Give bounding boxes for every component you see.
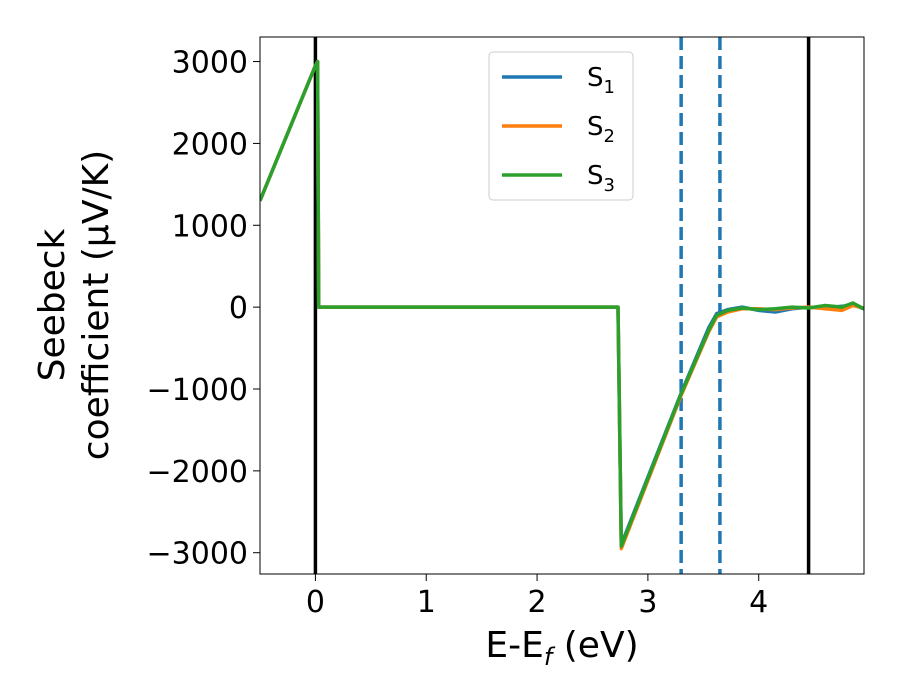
vertical-reference-lines bbox=[313, 37, 811, 574]
series-line-3 bbox=[260, 59, 864, 548]
x-tick-label: 4 bbox=[749, 585, 768, 620]
y-tick-label: −3000 bbox=[147, 537, 248, 572]
y-tick-label: 3000 bbox=[172, 46, 248, 81]
y-tick-label: 1000 bbox=[172, 209, 248, 244]
series-lines bbox=[260, 59, 864, 551]
legend-label-3: S3 bbox=[587, 161, 615, 196]
y-tick-label: −1000 bbox=[147, 373, 248, 408]
y-axis-ticks: 3000 2000 1000 0 −1000 −2000 −3000 bbox=[147, 46, 260, 572]
y-axis-label: Seebeck coefficient (μV/K) bbox=[32, 150, 117, 460]
y-tick-label: 0 bbox=[229, 291, 248, 326]
y-tick-label: −2000 bbox=[147, 455, 248, 490]
y-axis-label-line1: Seebeck bbox=[32, 228, 73, 381]
x-axis-label: E-Ef (eV) bbox=[485, 625, 638, 671]
y-axis-label-line2: coefficient (μV/K) bbox=[76, 150, 117, 460]
x-tick-label: 3 bbox=[638, 585, 657, 620]
legend-label-1: S1 bbox=[587, 63, 615, 98]
legend: S1 S2 S3 bbox=[488, 51, 634, 201]
x-tick-label: 2 bbox=[528, 585, 547, 620]
x-axis-ticks: 0 1 2 3 4 bbox=[306, 574, 768, 620]
x-tick-label: 0 bbox=[306, 585, 325, 620]
legend-label-2: S2 bbox=[587, 112, 615, 147]
x-tick-label: 1 bbox=[417, 585, 436, 620]
y-tick-label: 2000 bbox=[172, 127, 248, 162]
plot-frame bbox=[259, 36, 865, 575]
